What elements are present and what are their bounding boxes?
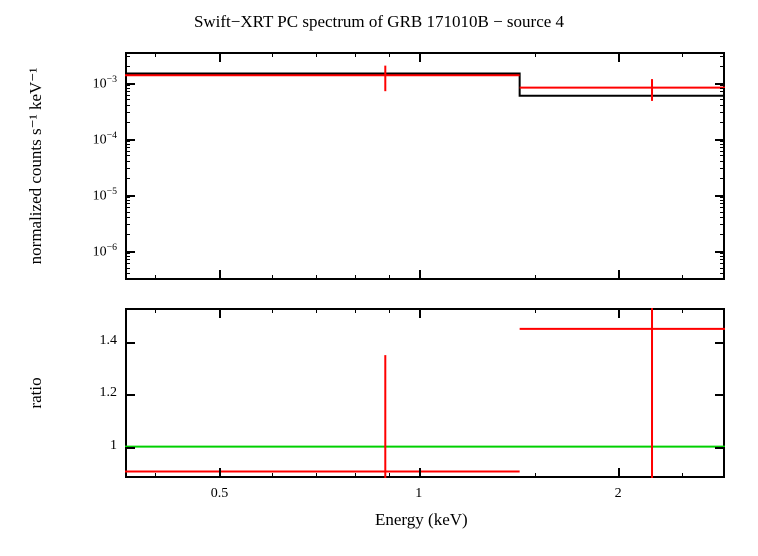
bottom-y-axis-label: ratio [26, 377, 46, 408]
x-axis-label: Energy (keV) [375, 510, 468, 530]
top-panel-svg [125, 52, 725, 280]
tick-label: 1 [110, 438, 117, 454]
tick-label: 2 [615, 486, 622, 502]
chart-title: Swift−XRT PC spectrum of GRB 171010B − s… [0, 12, 758, 32]
tick-label: 10−6 [93, 242, 117, 261]
tick-label: 10−4 [93, 130, 117, 149]
figure: Swift−XRT PC spectrum of GRB 171010B − s… [0, 0, 758, 556]
bottom-panel-svg [125, 308, 725, 478]
tick-label: 1.2 [100, 385, 118, 401]
tick-label: 1 [415, 486, 422, 502]
top-y-axis-label: normalized counts s⁻¹ keV⁻¹ [26, 68, 46, 265]
tick-label: 10−5 [93, 186, 117, 205]
tick-label: 0.5 [211, 486, 229, 502]
tick-label: 1.4 [100, 333, 118, 349]
tick-label: 10−3 [93, 74, 117, 93]
